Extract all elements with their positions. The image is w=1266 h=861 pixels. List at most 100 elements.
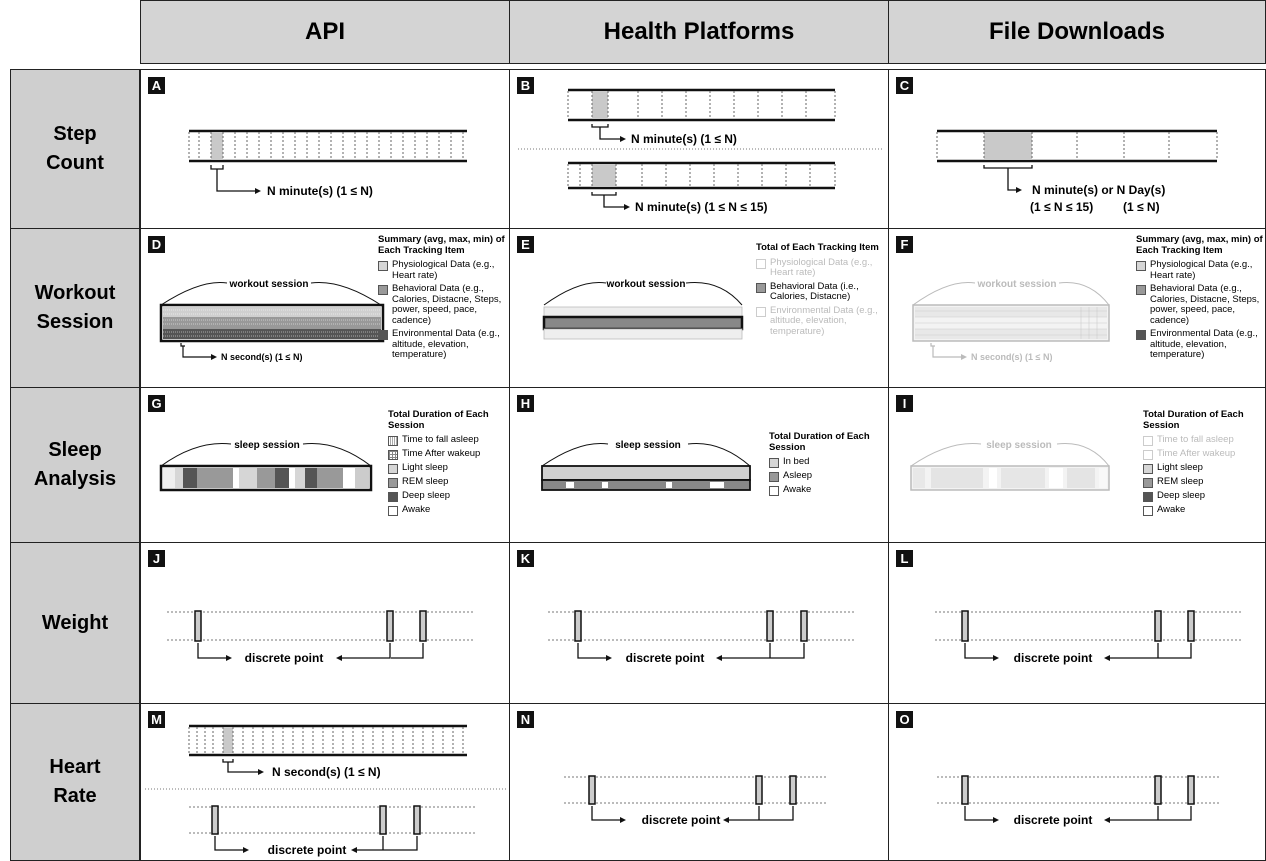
legend-title: Total Duration of Each Session: [769, 431, 870, 453]
legend-item: Awake: [1143, 504, 1263, 516]
panel-letter: B: [517, 77, 534, 94]
panel-letter: L: [896, 550, 913, 567]
sleep-file-downloads-diagram: sleep session: [910, 440, 1110, 491]
row-header-sleep-analysis: Sleep Analysis: [10, 387, 140, 543]
resolution-label: N minute(s) or N Day(s): [1032, 183, 1165, 197]
session-label: sleep session: [234, 440, 300, 451]
fall-asleep-swatch: [1143, 436, 1153, 446]
legend: Summary (avg, max, min) of Each Tracking…: [378, 234, 508, 364]
weight-api-diagram: discrete point: [167, 610, 475, 665]
session-label: workout session: [606, 279, 686, 290]
legend-item: Physiological Data (e.g., Heart rate): [378, 259, 508, 281]
legend-item: Environmental Data (e.g., altitude, elev…: [378, 328, 508, 361]
environmental-swatch: [378, 330, 388, 340]
awake-swatch: [769, 486, 779, 496]
panel-n: N discrete point: [509, 703, 889, 861]
behavioral-swatch: [756, 282, 766, 293]
resolution-label: N second(s) (1 ≤ N): [221, 352, 302, 362]
legend-title: Summary (avg, max, min) of Each Tracking…: [1136, 234, 1263, 256]
environmental-swatch: [1136, 330, 1146, 340]
legend-item: Light sleep: [1143, 462, 1263, 474]
row-header-workout-session: Workout Session: [10, 228, 140, 388]
panel-letter: M: [148, 711, 165, 728]
panel-i: I sleep session Total Duration of Each S…: [888, 387, 1266, 543]
discrete-point-label: discrete point: [268, 843, 347, 857]
legend-item: In bed: [769, 456, 887, 468]
legend-item: Awake: [769, 484, 887, 496]
rem-sleep-swatch: [1143, 478, 1153, 488]
legend-item: Light sleep: [388, 462, 508, 474]
discrete-point-label: discrete point: [1014, 651, 1093, 665]
fall-asleep-swatch: [388, 436, 398, 446]
session-label: workout session: [229, 279, 309, 290]
legend-title: Summary (avg, max, min) of Each Tracking…: [378, 234, 505, 256]
panel-g: G sleep session Total Duration of Each S…: [140, 387, 510, 543]
awake-swatch: [388, 506, 398, 516]
light-sleep-swatch: [388, 464, 398, 474]
panel-f: F workout session N second(s) (1 ≤ N) Su…: [888, 228, 1266, 388]
panel-letter: G: [148, 395, 165, 412]
legend: Summary (avg, max, min) of Each Tracking…: [1136, 234, 1264, 364]
deep-sleep-swatch: [1143, 492, 1153, 502]
weight-health-platforms-diagram: discrete point: [548, 610, 855, 665]
panel-j: J discrete point: [140, 542, 510, 704]
step-count-health-platforms-diagram: N minute(s) (1 ≤ N) N minute(s) (1 ≤ N ≤…: [518, 88, 882, 214]
legend-item: Behavioral Data (i.e., Calories, Distacn…: [756, 281, 884, 303]
legend-item: Time After wakeup: [1143, 448, 1263, 460]
panel-d: D workout session N second(s) (1 ≤ N) Su…: [140, 228, 510, 388]
workout-file-downloads-diagram: workout session N second(s) (1 ≤ N): [912, 279, 1110, 362]
legend: Total Duration of Each Session Time to f…: [1143, 409, 1263, 519]
panel-letter: F: [896, 236, 913, 253]
legend-item: Physiological Data (e.g., Heart rate): [1136, 259, 1264, 281]
panel-o: O discrete point: [888, 703, 1266, 861]
row-header-step-count: Step Count: [10, 69, 140, 229]
workout-health-platforms-diagram: workout session: [542, 279, 744, 340]
panel-m: M N second(s) (1 ≤ N) discrete point: [140, 703, 510, 861]
legend-item: Behavioral Data (e.g., Calories, Distacn…: [378, 283, 508, 326]
column-header-file-downloads: File Downloads: [888, 0, 1266, 64]
legend-item: Environmental Data (e.g., altitude, elev…: [756, 305, 884, 338]
discrete-point-label: discrete point: [1014, 813, 1093, 827]
column-header-health-platforms: Health Platforms: [509, 0, 889, 64]
legend: Total of Each Tracking Item Physiologica…: [756, 242, 884, 340]
heart-rate-health-platforms-diagram: discrete point: [564, 775, 828, 827]
resolution-label: N minute(s) (1 ≤ N): [631, 132, 737, 146]
panel-letter: O: [896, 711, 913, 728]
panel-e: E workout session Total of Each Tracking…: [509, 228, 889, 388]
legend-title: Total of Each Tracking Item: [756, 242, 879, 253]
panel-h: H sleep session Total Duration of Each S…: [509, 387, 889, 543]
resolution-label: N minute(s) (1 ≤ N): [267, 184, 373, 198]
panel-b: B N minute(s) (1 ≤ N) N minute(s) (1 ≤ N…: [509, 69, 889, 229]
panel-l: L discrete point: [888, 542, 1266, 704]
deep-sleep-swatch: [388, 492, 398, 502]
panel-letter: H: [517, 395, 534, 412]
step-count-file-downloads-diagram: N minute(s) or N Day(s) (1 ≤ N ≤ 15) (1 …: [936, 129, 1218, 214]
range-label-days: (1 ≤ N): [1123, 200, 1160, 214]
column-header-api: API: [140, 0, 510, 64]
panel-letter: N: [517, 711, 534, 728]
physiological-swatch: [756, 258, 766, 269]
panel-a: A N minute(s) (1 ≤ N): [140, 69, 510, 229]
physiological-swatch: [1136, 261, 1146, 271]
sleep-health-platforms-diagram: sleep session: [541, 440, 751, 491]
legend-item: Physiological Data (e.g., Heart rate): [756, 257, 884, 279]
after-wakeup-swatch: [388, 450, 398, 460]
legend-item: Environmental Data (e.g., altitude, elev…: [1136, 328, 1264, 361]
panel-letter: I: [896, 395, 913, 412]
range-label-minutes: (1 ≤ N ≤ 15): [1030, 200, 1093, 214]
rem-sleep-swatch: [388, 478, 398, 488]
light-sleep-swatch: [1143, 464, 1153, 474]
session-label: workout session: [977, 279, 1057, 290]
awake-swatch: [1143, 506, 1153, 516]
legend-title: Total Duration of Each Session: [388, 409, 489, 431]
session-label: sleep session: [615, 440, 681, 451]
legend-item: Awake: [388, 504, 508, 516]
legend-item: Deep sleep: [388, 490, 508, 502]
environmental-swatch: [756, 306, 766, 317]
physiological-swatch: [378, 261, 388, 271]
panel-letter: D: [148, 236, 165, 253]
legend-title: Total Duration of Each Session: [1143, 409, 1244, 431]
panel-letter: J: [148, 550, 165, 567]
legend: Total Duration of Each Session Time to f…: [388, 409, 508, 519]
behavioral-swatch: [1136, 285, 1146, 295]
